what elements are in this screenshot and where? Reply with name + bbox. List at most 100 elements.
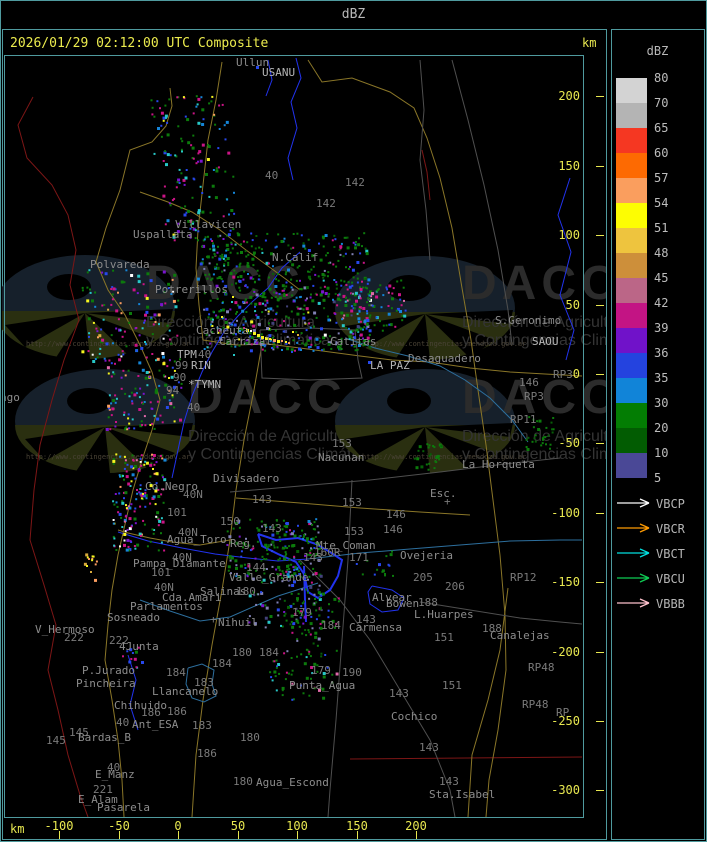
radar-echo <box>180 172 183 175</box>
radar-echo <box>166 133 170 137</box>
radar-echo <box>115 421 117 423</box>
radar-echo <box>169 402 173 406</box>
radar-echo <box>364 247 367 250</box>
radar-echo-core <box>257 334 260 337</box>
radar-echo <box>319 547 322 550</box>
radar-echo <box>371 292 374 296</box>
map-label: 183 <box>192 719 212 732</box>
radar-echo <box>351 281 354 284</box>
radar-echo <box>236 252 239 255</box>
radar-echo <box>139 387 142 390</box>
radar-echo <box>119 475 121 478</box>
radar-echo <box>311 254 315 258</box>
radar-map: Ullun USANU Villavicen Uspallata Polvareda N.… <box>4 55 583 817</box>
radar-echo <box>222 215 225 218</box>
radar-echo <box>117 511 120 514</box>
radar-echo <box>104 359 107 362</box>
radar-echo <box>277 565 281 569</box>
radar-echo <box>140 420 143 423</box>
radar-echo <box>215 314 218 317</box>
radar-echo <box>259 603 262 606</box>
radar-echo <box>273 660 276 663</box>
radar-echo <box>270 338 273 341</box>
map-label: USANU <box>262 66 296 79</box>
radar-echo <box>347 281 350 284</box>
radar-echo <box>350 309 354 313</box>
radar-echo <box>350 344 353 347</box>
radar-echo <box>314 631 318 635</box>
radar-echo <box>212 273 215 276</box>
radar-echo <box>333 246 336 248</box>
radar-echo <box>360 290 363 293</box>
radar-echo <box>335 265 338 268</box>
radar-echo <box>343 314 346 317</box>
radar-echo <box>125 507 128 510</box>
radar-echo <box>311 672 314 675</box>
radar-echo <box>322 348 325 351</box>
radar-echo <box>240 243 242 246</box>
radar-echo <box>387 291 390 294</box>
radar-echo <box>131 454 134 457</box>
radar-echo <box>242 331 244 334</box>
radar-echo <box>166 121 169 124</box>
radar-echo <box>211 256 214 259</box>
radar-echo <box>359 320 362 323</box>
radar-echo <box>94 563 97 566</box>
radar-echo <box>200 96 203 99</box>
radar-echo <box>247 273 249 275</box>
radar-echo <box>307 520 311 523</box>
radar-echo <box>183 213 187 217</box>
radar-echo <box>236 304 239 307</box>
radar-echo <box>322 245 325 248</box>
radar-echo <box>144 294 148 298</box>
radar-echo <box>334 313 337 315</box>
radar-echo <box>379 320 381 323</box>
radar-echo <box>118 492 121 495</box>
radar-echo <box>154 321 157 323</box>
colorbar-swatch <box>616 328 647 353</box>
radar-echo-core <box>269 338 271 340</box>
radar-echo <box>137 646 140 649</box>
radar-echo <box>124 462 127 465</box>
radar-echo <box>293 555 296 558</box>
radar-echo <box>428 455 431 458</box>
map-label: 206 <box>445 580 465 593</box>
radar-echo <box>438 443 442 447</box>
radar-echo <box>252 264 255 267</box>
radar-echo <box>138 491 141 494</box>
radar-echo-core <box>246 329 249 332</box>
radar-echo <box>208 102 211 105</box>
radar-echo <box>342 317 345 320</box>
radar-echo <box>178 168 181 171</box>
map-label: 180 <box>240 731 260 744</box>
radar-echo <box>192 134 195 137</box>
radar-echo <box>358 341 361 344</box>
radar-echo <box>309 562 312 565</box>
radar-echo <box>173 239 176 242</box>
radar-echo <box>251 257 255 261</box>
radar-echo <box>275 519 278 522</box>
radar-echo <box>114 288 117 291</box>
radar-echo <box>400 304 403 307</box>
radar-echo <box>280 577 283 579</box>
radar-echo <box>162 270 166 274</box>
radar-echo <box>313 325 315 328</box>
radar-echo <box>322 276 325 279</box>
radar-echo <box>115 397 118 400</box>
radar-echo <box>271 565 274 568</box>
radar-echo <box>244 298 247 301</box>
colorbar-swatch <box>616 278 647 303</box>
radar-echo <box>358 296 361 299</box>
radar-echo <box>375 316 378 319</box>
colorbar-tick-label: 39 <box>654 321 669 335</box>
radar-echo <box>300 653 303 656</box>
radar-echo <box>317 531 320 534</box>
radar-echo <box>246 575 249 578</box>
radar-echo <box>426 443 429 446</box>
radar-echo <box>176 181 179 184</box>
radar-echo <box>314 555 317 557</box>
radar-echo <box>338 293 341 296</box>
radar-echo <box>254 302 258 306</box>
radar-echo <box>290 286 293 289</box>
watermark-line2: y Contingencias Climáticas <box>462 332 606 349</box>
